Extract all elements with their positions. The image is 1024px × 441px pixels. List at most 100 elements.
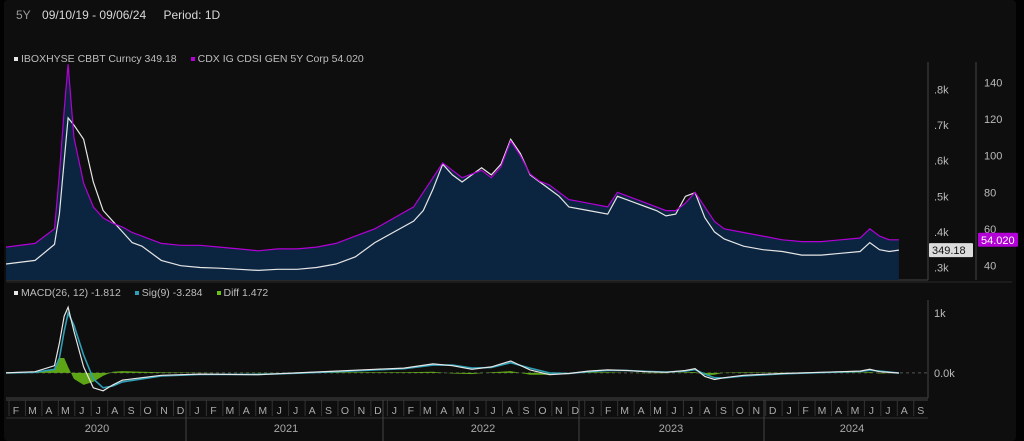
legend-cdx-label: CDX IG CDSI GEN 5Y Corp 54.020: [197, 53, 364, 65]
month-label: J: [688, 405, 693, 417]
legend-item-macd[interactable]: MACD(26, 12) -1.812: [14, 287, 121, 299]
month-label: J: [885, 405, 890, 417]
chart-header: 5Y 09/10/19 - 09/06/24 Period: 1D: [16, 8, 220, 22]
left-tick-label: .3k: [934, 263, 949, 275]
month-label: N: [160, 405, 168, 417]
month-label: N: [752, 405, 760, 417]
legend-item-diff[interactable]: Diff 1.472: [216, 287, 269, 299]
month-label: S: [720, 405, 727, 417]
month-label: J: [589, 405, 594, 417]
month-label: A: [243, 405, 250, 417]
month-label: A: [309, 405, 316, 417]
month-label: A: [638, 405, 645, 417]
month-label: S: [325, 405, 332, 417]
year-label: 2022: [471, 423, 495, 435]
series-line-macd: [5, 305, 899, 392]
legend-diff-label: Diff 1.472: [223, 287, 269, 299]
series-diff-histogram: [6, 358, 899, 385]
month-label: F: [13, 405, 19, 417]
month-label: M: [28, 405, 37, 417]
tag-ibox-bg: [929, 243, 973, 258]
macd-tick-label: 0.0k: [934, 368, 955, 380]
series-line-ibox: [5, 116, 899, 272]
month-label: J: [293, 405, 298, 417]
left-tick-label: .7k: [934, 120, 949, 132]
month-label: M: [225, 405, 234, 417]
month-label: A: [703, 405, 710, 417]
month-label: M: [851, 405, 860, 417]
price-plot: [5, 64, 899, 280]
month-label: O: [144, 405, 152, 417]
month-label: J: [474, 405, 479, 417]
month-label: J: [194, 405, 199, 417]
macd-legend: MACD(26, 12) -1.812 Sig(9) -3.284 Diff 1…: [14, 287, 268, 299]
legend-sig-label: Sig(9) -3.284: [141, 287, 203, 299]
right-tick-label: 140: [984, 78, 1002, 90]
month-label: D: [769, 405, 777, 417]
right-tick-label: 100: [984, 151, 1002, 163]
legend-item-sig[interactable]: Sig(9) -3.284: [134, 287, 203, 299]
legend-item-cdx[interactable]: CDX IG CDSI GEN 5Y Corp 54.020: [190, 53, 364, 65]
axes: .3k.4k.5k.6k.7k.8k4060801001201401k0.0kF…: [6, 78, 1002, 441]
tag-cdx-bg: [978, 232, 1018, 247]
month-label: D: [177, 405, 185, 417]
month-label: F: [408, 405, 414, 417]
month-label: A: [45, 405, 52, 417]
year-label: 2024: [840, 423, 864, 435]
tag-cdx-value: 54.020: [981, 235, 1015, 247]
right-tick-label: 120: [984, 114, 1002, 126]
last-value-tags: 349.18 54.020: [929, 232, 1018, 258]
right-tick-label: 80: [984, 187, 996, 199]
series-line-cdx: [5, 64, 899, 252]
month-label: M: [818, 405, 827, 417]
chart-panel: 5Y 09/10/19 - 09/06/24 Period: 1D IBOXHY…: [4, 0, 1016, 441]
month-label: A: [901, 405, 908, 417]
month-label: J: [277, 405, 282, 417]
month-label: D: [572, 405, 580, 417]
month-label: S: [917, 405, 924, 417]
month-label: J: [392, 405, 397, 417]
year-label: 2021: [274, 423, 298, 435]
month-label: M: [653, 405, 662, 417]
month-label: M: [258, 405, 267, 417]
month-label: A: [111, 405, 118, 417]
period-label[interactable]: Period: 1D: [163, 8, 221, 22]
month-label: A: [506, 405, 513, 417]
month-label: F: [605, 405, 611, 417]
date-range[interactable]: 09/10/19 - 09/06/24: [42, 8, 147, 22]
month-label: M: [423, 405, 432, 417]
month-label: O: [341, 405, 349, 417]
month-label: O: [736, 405, 744, 417]
month-label: A: [440, 405, 447, 417]
macd-tick-label: 1k: [934, 308, 946, 320]
month-label: S: [522, 405, 529, 417]
month-label: J: [787, 405, 792, 417]
month-label: S: [128, 405, 135, 417]
right-tick-label: 40: [984, 260, 996, 272]
month-label: J: [869, 405, 874, 417]
month-label: J: [79, 405, 84, 417]
price-legend: IBOXHYSE CBBT Curncy 349.18 CDX IG CDSI …: [14, 53, 364, 65]
series-line-sig: [5, 310, 899, 389]
left-tick-label: .4k: [934, 227, 949, 239]
month-label: D: [374, 405, 382, 417]
year-label: 2023: [659, 423, 683, 435]
month-label: J: [490, 405, 495, 417]
month-label: M: [456, 405, 465, 417]
legend-item-ibox[interactable]: IBOXHYSE CBBT Curncy 349.18: [14, 53, 177, 65]
month-label: M: [620, 405, 629, 417]
month-label: J: [671, 405, 676, 417]
left-tick-label: .8k: [934, 84, 949, 96]
month-label: J: [96, 405, 101, 417]
macd-plot: [5, 305, 928, 392]
range-label[interactable]: 5Y: [16, 8, 31, 22]
month-label: N: [358, 405, 366, 417]
month-label: F: [802, 405, 808, 417]
month-label: A: [835, 405, 842, 417]
month-label: N: [555, 405, 563, 417]
left-tick-label: .5k: [934, 191, 949, 203]
month-label: M: [61, 405, 70, 417]
legend-macd-label: MACD(26, 12) -1.812: [21, 287, 121, 299]
price-area-fill: [6, 64, 899, 280]
